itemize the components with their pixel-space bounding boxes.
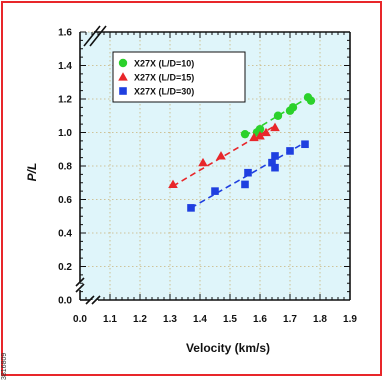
data-point-series-3 — [211, 187, 219, 195]
legend-label-3: X27X (L/D=30) — [134, 87, 194, 97]
y-tick-label: 1.4 — [58, 61, 72, 72]
data-point-series-2 — [270, 122, 280, 132]
y-axis-label: P/L — [25, 163, 39, 182]
data-point-series-3 — [301, 140, 309, 149]
x-tick-label: 1.9 — [343, 314, 357, 325]
y-tick-label: 1.6 — [58, 28, 72, 39]
x-tick-label: 1.6 — [253, 314, 267, 325]
x-tick-label: 1.2 — [133, 314, 147, 325]
tick-labels: 0.0 1.1 1.2 1.3 1.4 1.5 1.6 1.7 1.8 1.9 0.0 0.2 0.4 0… — [58, 28, 357, 326]
figure-id: 3816809 — [1, 352, 8, 380]
legend-box — [112, 51, 246, 103]
x-tick-label: 0.0 — [73, 314, 87, 325]
data-point-series-3 — [241, 180, 249, 189]
x-tick-label: 1.1 — [103, 314, 117, 325]
legend-marker-1 — [118, 58, 128, 68]
legend-marker-2 — [118, 72, 128, 81]
data-point-series-1 — [240, 129, 250, 139]
legend: X27X (L/D=10) X27X (L/D=15) X27X (L/D=30) — [112, 51, 246, 103]
legend-label-1: X27X (L/D=10) — [134, 59, 194, 69]
x-tick-label: 1.3 — [163, 314, 177, 325]
data-point-series-2 — [216, 151, 226, 160]
data-point-series-3 — [268, 158, 276, 167]
data-point-series-2 — [168, 179, 178, 189]
top-break-mark — [89, 25, 107, 47]
data-point-series-3 — [187, 204, 195, 212]
top-break-mark — [83, 25, 101, 47]
data-point-series-1 — [255, 124, 265, 134]
data-point-series-3 — [271, 152, 279, 160]
x-tick-label: 1.8 — [313, 314, 327, 325]
data-point-series-1 — [306, 96, 316, 105]
data-points — [168, 93, 316, 212]
data-point-series-1 — [288, 103, 298, 112]
data-point-series-2 — [261, 127, 271, 137]
data-point-series-2 — [198, 157, 208, 167]
y-tick-label: 0.2 — [58, 262, 72, 273]
data-point-series-1 — [273, 111, 283, 120]
data-point-series-2 — [255, 131, 265, 140]
y-tick-label: 1.0 — [58, 128, 72, 139]
y-tick-label: 0.8 — [58, 162, 72, 173]
x-axis-label: Velocity (km/s) — [186, 341, 270, 355]
y-tick-label: 0.4 — [58, 229, 72, 240]
ticks — [79, 31, 351, 301]
x-tick-label: 1.7 — [283, 314, 297, 325]
figure-frame — [1, 1, 382, 376]
x-tick-label: 1.5 — [223, 314, 237, 325]
legend-label-2: X27X (L/D=15) — [134, 73, 194, 83]
data-point-series-3 — [271, 163, 279, 172]
x-axis-break-mark — [85, 295, 95, 305]
y-tick-label: 0.6 — [58, 195, 72, 206]
y-axis-break-mark — [75, 283, 85, 293]
y-axis-break-mark — [75, 277, 85, 287]
legend-marker-3 — [119, 87, 127, 95]
y-tick-label: 0.0 — [58, 296, 72, 307]
x-tick-label: 1.4 — [193, 314, 207, 325]
data-point-series-3 — [286, 147, 294, 155]
y-tick-label: 1.2 — [58, 95, 72, 106]
x-axis-break-mark — [91, 295, 101, 305]
data-point-series-3 — [244, 168, 252, 177]
